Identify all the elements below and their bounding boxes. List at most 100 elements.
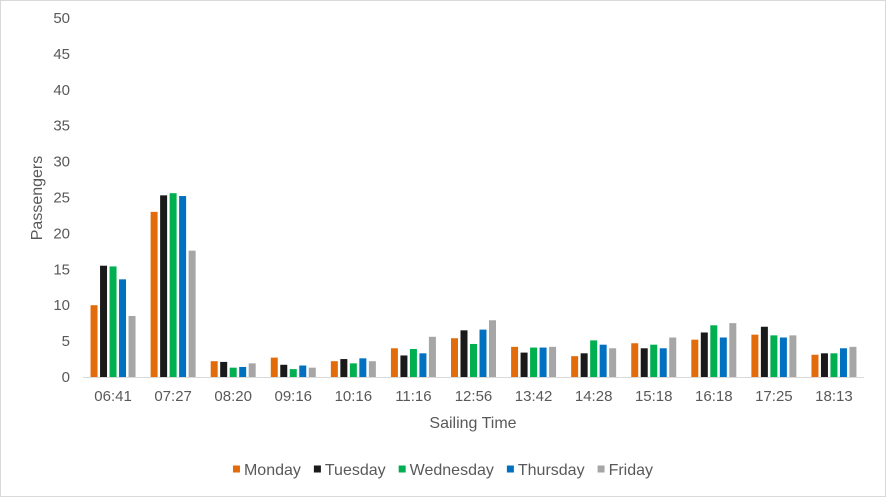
bar-wednesday-1256 <box>470 343 477 377</box>
legend-label-friday: Friday <box>609 462 653 479</box>
bar-wednesday-1725 <box>770 335 778 377</box>
y-tick-label: 0 <box>62 369 70 386</box>
y-tick-label: 40 <box>53 82 70 99</box>
bar-wednesday-0641 <box>109 266 117 377</box>
bar-tuesday-0641 <box>100 265 108 377</box>
bar-tuesday-0820 <box>220 361 228 377</box>
legend-label-tuesday: Tuesday <box>325 462 386 479</box>
x-axis-ticks: 06:41 07:27 08:20 09:16 10:16 11:16 12:56 13:42… <box>94 388 852 405</box>
bar-friday-0820 <box>248 363 256 377</box>
x-tick-label: 18:13 <box>815 388 853 405</box>
bar-wednesday-0820 <box>229 367 237 377</box>
bar-wednesday-1342 <box>530 347 538 377</box>
y-axis-ticks: 0 5 10 15 20 25 30 35 40 45 50 <box>53 10 70 386</box>
x-axis-title: Sailing Time <box>429 415 516 432</box>
bar-thursday-1725 <box>779 337 787 377</box>
bar-wednesday-1428 <box>590 340 598 377</box>
bar-wednesday-1116 <box>409 349 417 377</box>
bar-friday-1116 <box>428 336 436 377</box>
legend-label-wednesday: Wednesday <box>410 462 494 479</box>
bar-tuesday-1256 <box>460 330 468 377</box>
legend-swatch-monday <box>232 465 240 473</box>
bar-monday-1116 <box>390 348 398 377</box>
bar-tuesday-1518 <box>640 348 648 377</box>
bar-friday-0916 <box>308 367 316 377</box>
bar-thursday-0916 <box>299 365 307 377</box>
bar-tuesday-1116 <box>400 355 408 377</box>
bar-tuesday-1725 <box>760 326 768 377</box>
legend-swatch-wednesday <box>398 465 406 473</box>
bar-thursday-0820 <box>239 366 247 377</box>
y-tick-label: 35 <box>53 118 70 135</box>
bar-thursday-0727 <box>179 196 187 377</box>
bar-tuesday-1428 <box>580 353 588 377</box>
x-tick-label: 17:25 <box>755 388 793 405</box>
y-tick-label: 15 <box>53 261 70 278</box>
bar-wednesday-0916 <box>289 369 297 377</box>
bar-thursday-1518 <box>659 348 667 377</box>
x-tick-label: 14:28 <box>575 388 613 405</box>
bar-series <box>90 193 857 377</box>
x-tick-label: 10:16 <box>335 388 373 405</box>
x-tick-label: 09:16 <box>274 388 312 405</box>
bar-thursday-1342 <box>539 347 547 377</box>
bar-thursday-0641 <box>119 279 127 377</box>
bar-monday-1813 <box>811 354 819 377</box>
y-tick-label: 20 <box>53 225 70 242</box>
bar-monday-1016 <box>330 361 338 377</box>
bar-tuesday-0727 <box>160 195 168 377</box>
bar-friday-1016 <box>368 361 376 377</box>
x-tick-label: 12:56 <box>455 388 493 405</box>
bar-thursday-1618 <box>719 337 727 377</box>
legend-swatch-tuesday <box>313 465 321 473</box>
bar-monday-0820 <box>210 361 218 377</box>
bar-thursday-1016 <box>359 358 367 377</box>
legend-swatch-thursday <box>506 465 514 473</box>
bar-wednesday-1813 <box>830 353 838 377</box>
y-tick-label: 30 <box>53 154 70 171</box>
bar-thursday-1116 <box>419 353 427 377</box>
y-tick-label: 50 <box>53 10 70 27</box>
x-tick-label: 06:41 <box>94 388 132 405</box>
x-tick-label: 13:42 <box>515 388 553 405</box>
bar-tuesday-0916 <box>280 364 288 377</box>
bar-tuesday-1016 <box>340 359 348 377</box>
bar-monday-1725 <box>751 334 759 377</box>
x-tick-label: 16:18 <box>695 388 733 405</box>
bar-friday-1428 <box>609 348 617 377</box>
x-tick-label: 11:16 <box>395 388 431 405</box>
bar-thursday-1256 <box>479 329 487 377</box>
legend-swatch-friday <box>597 465 605 473</box>
bar-friday-1725 <box>789 335 797 377</box>
bar-monday-1518 <box>631 343 639 377</box>
legend-label-thursday: Thursday <box>518 462 585 479</box>
bar-monday-0727 <box>150 211 158 377</box>
y-tick-label: 5 <box>62 333 70 350</box>
bar-friday-0641 <box>128 315 136 377</box>
bar-friday-1342 <box>549 346 557 377</box>
bar-friday-1256 <box>489 320 496 377</box>
bar-wednesday-1518 <box>650 344 658 377</box>
bar-friday-1618 <box>729 323 737 377</box>
bar-thursday-1428 <box>599 344 607 377</box>
bar-monday-1428 <box>571 356 579 377</box>
bar-wednesday-1016 <box>349 363 357 377</box>
bar-tuesday-1813 <box>820 353 828 377</box>
x-tick-label: 08:20 <box>214 388 252 405</box>
bar-monday-0641 <box>90 305 98 377</box>
legend: Monday Tuesday Wednesday Thursday Friday <box>232 462 653 479</box>
legend-label-monday: Monday <box>244 462 301 479</box>
bar-thursday-1813 <box>839 348 847 377</box>
bar-friday-1518 <box>669 337 677 377</box>
y-tick-label: 10 <box>53 297 70 314</box>
bar-monday-1256 <box>451 338 458 377</box>
bar-tuesday-1618 <box>700 332 708 377</box>
bar-wednesday-1618 <box>710 325 718 377</box>
bar-friday-0727 <box>188 250 196 377</box>
bar-monday-1618 <box>691 339 699 377</box>
x-tick-label: 15:18 <box>635 388 673 405</box>
bar-tuesday-1342 <box>520 352 528 377</box>
y-axis-title: Passengers <box>29 156 46 241</box>
